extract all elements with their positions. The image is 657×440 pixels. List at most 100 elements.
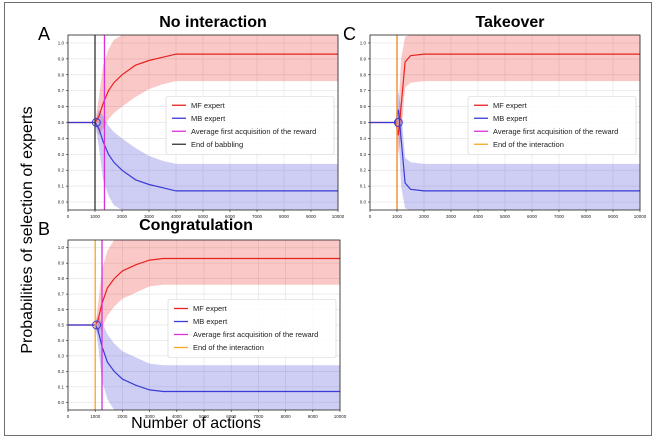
c-ytick-label-3: 0.3: [360, 152, 367, 157]
b-xtick-label-2: 2000: [117, 414, 128, 419]
a-xtick-label-7: 7000: [252, 214, 263, 219]
b-xtick-label-4: 4000: [172, 414, 183, 419]
c-band-series-0: [370, 35, 640, 155]
b-ytick-label-2: 0.2: [58, 369, 65, 374]
b-legend-label-2: Average first acquisition of the reward: [193, 330, 318, 339]
c-ytick-label-5: 0.5: [360, 120, 367, 125]
b-ytick-label-7: 0.7: [58, 292, 65, 297]
b-legend-box: [167, 299, 337, 358]
a-xtick-label-10: 10000: [332, 214, 345, 219]
a-legend-label-2: Average first acquisition of the reward: [191, 127, 316, 136]
a-xtick-label-1: 1000: [90, 214, 101, 219]
c-xtick-label-8: 8000: [581, 214, 592, 219]
panel-title-b: Congratulation: [139, 217, 253, 234]
c-legend-label-1: MB expert: [493, 114, 528, 123]
figure-ylabel: Probabilities of selection of experts: [19, 106, 36, 353]
c-legend-box: [467, 95, 637, 155]
c-switch-marker: [393, 118, 403, 127]
c-xtick-label-2: 2000: [419, 214, 430, 219]
a-xtick-label-0: 0: [67, 214, 70, 219]
a-ytick-label-7: 0.7: [58, 88, 65, 93]
a-ytick-label-6: 0.6: [58, 104, 65, 109]
b-xtick-label-0: 0: [67, 414, 70, 419]
a-xtick-label-6: 6000: [225, 214, 236, 219]
c-ytick-label-4: 0.4: [360, 136, 367, 141]
panel-letter-c: C: [343, 24, 356, 44]
a-line-series-1: [68, 121, 338, 192]
b-line-series-0: [68, 257, 340, 326]
a-ytick-label-0: 0.0: [58, 200, 65, 205]
b-ytick-label-10: 1.0: [58, 245, 65, 250]
c-xtick-label-3: 3000: [446, 214, 457, 219]
c-legend-label-2: Average first acquisition of the reward: [493, 127, 618, 136]
a-ytick-label-2: 0.2: [58, 168, 65, 173]
c-xtick-label-7: 7000: [554, 214, 565, 219]
a-xtick-label-5: 5000: [198, 214, 209, 219]
a-ytick-label-3: 0.3: [58, 152, 65, 157]
b-xtick-label-8: 8000: [281, 414, 292, 419]
panel-c-plot: 0 1000 2000 3000 4000 5000 6000 7000 8000 9000 100…: [360, 34, 647, 219]
panel-a-plot: 0 1000 2000 3000 4000 5000 6000 7000 8000 9000 100…: [58, 34, 345, 219]
a-band-series-0: [68, 35, 338, 136]
b-ytick-label-5: 0.5: [58, 323, 65, 328]
a-ytick-label-4: 0.4: [58, 136, 65, 141]
a-ytick-label-5: 0.5: [58, 120, 65, 125]
figure-xlabel: Number of actions: [131, 415, 261, 432]
a-xtick-label-8: 8000: [279, 214, 290, 219]
b-xtick-label-10: 10000: [334, 414, 347, 419]
b-band-series-1: [68, 315, 340, 410]
a-legend-box: [165, 95, 335, 155]
b-band-series-0: [68, 240, 340, 335]
a-legend-label-3: End of babbling: [191, 140, 243, 149]
a-legend-label-0: MF expert: [191, 101, 226, 110]
b-xtick-label-1: 1000: [90, 414, 101, 419]
b-ytick-label-6: 0.6: [58, 307, 65, 312]
c-xtick-label-10: 10000: [634, 214, 647, 219]
c-xtick-label-9: 9000: [608, 214, 619, 219]
a-xtick-label-3: 3000: [144, 214, 155, 219]
b-xtick-label-7: 7000: [253, 414, 264, 419]
c-xtick-label-0: 0: [369, 214, 372, 219]
c-ytick-label-2: 0.2: [360, 168, 367, 173]
c-xtick-label-5: 5000: [500, 214, 511, 219]
b-ytick-label-0: 0.0: [58, 400, 65, 405]
c-legend-label-0: MF expert: [493, 101, 528, 110]
panel-title-a: No interaction: [159, 14, 267, 31]
panel-title-c: Takeover: [475, 14, 544, 31]
a-ytick-label-8: 0.8: [58, 72, 65, 77]
c-ytick-label-7: 0.7: [360, 88, 367, 93]
b-switch-marker: [92, 320, 102, 330]
b-line-series-1: [68, 324, 340, 393]
c-band-series-1: [370, 90, 640, 210]
panel-b-plot: 0 1000 2000 3000 4000 5000 6000 7000 8000 9000 100…: [58, 239, 347, 419]
b-xtick-label-5: 5000: [199, 414, 210, 419]
b-legend-label-3: End of the interaction: [193, 343, 264, 352]
c-ytick-label-8: 0.8: [360, 72, 367, 77]
c-xtick-label-1: 1000: [392, 214, 403, 219]
a-ytick-label-10: 1.0: [58, 40, 65, 45]
a-switch-marker: [91, 118, 101, 127]
c-ytick-label-6: 0.6: [360, 104, 367, 109]
panel-letter-b: B: [38, 219, 50, 239]
c-legend-label-3: End of the interaction: [493, 140, 564, 149]
b-legend-label-0: MF expert: [193, 304, 228, 313]
a-xtick-label-2: 2000: [117, 214, 128, 219]
c-xtick-label-4: 4000: [473, 214, 484, 219]
a-xtick-label-4: 4000: [171, 214, 182, 219]
a-line-series-0: [68, 53, 338, 124]
b-ytick-label-3: 0.3: [58, 353, 65, 358]
b-ytick-label-8: 0.8: [58, 276, 65, 281]
c-ytick-label-0: 0.0: [360, 200, 367, 205]
c-ytick-label-1: 0.1: [360, 184, 367, 189]
a-ytick-label-9: 0.9: [58, 56, 65, 61]
b-legend-label-1: MB expert: [193, 317, 228, 326]
b-ytick-label-9: 0.9: [58, 261, 65, 266]
c-ytick-label-10: 1.0: [360, 40, 367, 45]
c-xtick-label-6: 6000: [527, 214, 538, 219]
a-ytick-label-1: 0.1: [58, 184, 65, 189]
figure-frame: [4, 2, 652, 436]
b-ytick-label-4: 0.4: [58, 338, 65, 343]
a-band-series-1: [68, 109, 338, 210]
b-ytick-label-1: 0.1: [58, 384, 65, 389]
